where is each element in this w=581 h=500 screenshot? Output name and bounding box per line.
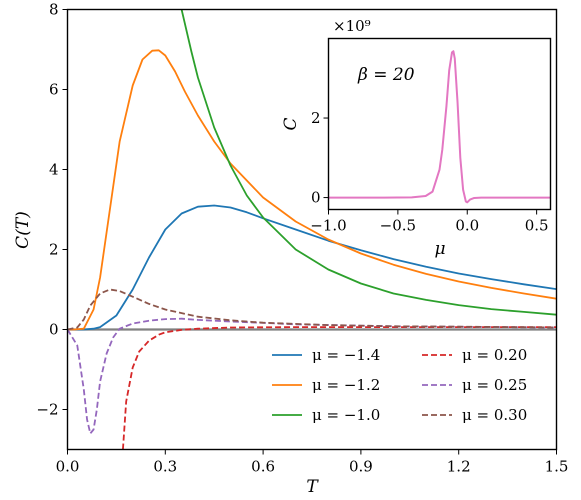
inset-plot: −1.0 −0.5 0.0 0.5 0 2 ×10⁹ β = 20 μ C (281, 17, 552, 259)
main-x-axis-label: T (306, 477, 319, 497)
inset-plot-frame (327, 37, 552, 211)
inset-x-tick-label-0.5: −0.5 (380, 217, 416, 235)
inset-x-tick-label-1: −1.0 (310, 217, 346, 235)
legend-label-3: μ = 0.20 (462, 346, 527, 364)
legend-label-0: μ = −1.4 (312, 346, 380, 364)
main-y-axis-label: C(T) (13, 211, 33, 249)
legend-label-2: μ = −1.0 (312, 406, 380, 424)
x-tick-label-0.6: 0.6 (251, 458, 275, 476)
x-tick-label-0.3: 0.3 (153, 458, 177, 476)
series-line-0 (67, 204, 557, 331)
y-tick-label-2: 2 (49, 241, 59, 259)
y-tick-label-8: 8 (49, 1, 59, 19)
main-curves (67, 9, 557, 450)
x-tick-label-0: 0.0 (56, 458, 80, 476)
y-tick-label-2: −2 (36, 401, 58, 419)
inset-scale-label: ×10⁹ (333, 17, 371, 35)
inset-y-tick-label-0: 0 (311, 189, 321, 207)
series-line-1 (67, 49, 557, 331)
inset-series-line-0 (328, 50, 551, 204)
x-tick-label-0.9: 0.9 (349, 458, 373, 476)
inset-annotation: β = 20 (357, 65, 415, 85)
series-line-5 (67, 288, 557, 331)
y-tick-label-6: 6 (49, 81, 59, 99)
series-line-3 (122, 326, 557, 450)
legend: μ = −1.4 μ = −1.2 μ = −1.0 μ = 0.20 μ = 0.25… (272, 346, 527, 424)
series-line-2 (180, 9, 557, 316)
legend-label-4: μ = 0.25 (462, 376, 527, 394)
y-tick-label-4: 4 (49, 161, 59, 179)
inset-x-axis-label: μ (434, 239, 445, 259)
y-tick-label-0: 0 (49, 321, 59, 339)
inset-background (328, 38, 551, 210)
main-plot-frame (66, 8, 558, 451)
x-tick-label-1.2: 1.2 (447, 458, 471, 476)
x-tick-label-1.5: 1.5 (545, 458, 569, 476)
inset-x-tick-label-0: 0.0 (455, 217, 479, 235)
inset-y-axis-label: C (281, 117, 301, 130)
inset-y-tick-label-2: 2 (311, 109, 321, 127)
main-ticks: 0.0 0.3 0.6 0.9 1.2 1.5 −2 0 2 4 6 8 (36, 1, 568, 476)
series-line-4 (67, 317, 557, 435)
legend-label-5: μ = 0.30 (462, 406, 527, 424)
inset-ticks: −1.0 −0.5 0.0 0.5 0 2 (310, 109, 548, 234)
inset-x-tick-label-0.5: 0.5 (525, 217, 549, 235)
main-plot: 0.0 0.3 0.6 0.9 1.2 1.5 −2 0 2 4 6 8 T C(T) (13, 1, 568, 498)
legend-label-1: μ = −1.2 (312, 376, 380, 394)
inset-curves (328, 50, 551, 204)
